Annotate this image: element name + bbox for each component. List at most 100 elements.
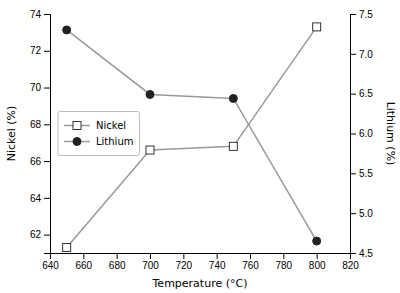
tick: 68 bbox=[30, 119, 50, 130]
tick-mark bbox=[44, 51, 50, 52]
tick-label: 660 bbox=[75, 260, 92, 271]
tick-label: 680 bbox=[109, 260, 126, 271]
line bbox=[67, 27, 317, 248]
marker bbox=[229, 94, 237, 102]
marker bbox=[146, 90, 154, 98]
tick-mark bbox=[217, 253, 218, 259]
tick: 640 bbox=[42, 253, 59, 271]
tick-label: 72 bbox=[30, 45, 42, 56]
tick: 740 bbox=[209, 253, 226, 271]
tick-mark bbox=[350, 213, 356, 214]
tick: 660 bbox=[75, 253, 92, 271]
tick-mark bbox=[317, 253, 318, 259]
line bbox=[67, 30, 317, 241]
tick: 680 bbox=[109, 253, 126, 271]
marks bbox=[63, 23, 321, 252]
tick-mark bbox=[350, 94, 356, 95]
y2-axis-line bbox=[351, 15, 357, 254]
tick-label: 64 bbox=[30, 193, 42, 204]
tick-mark bbox=[117, 253, 118, 259]
marker bbox=[63, 243, 71, 251]
legend-marker bbox=[73, 122, 81, 130]
tick-mark bbox=[350, 173, 356, 174]
tick-mark bbox=[183, 253, 184, 259]
tick: 720 bbox=[175, 253, 192, 271]
tick: 700 bbox=[142, 253, 159, 271]
tick: 7.5 bbox=[350, 9, 373, 20]
tick: 62 bbox=[30, 229, 50, 240]
tick-label: 7.0 bbox=[359, 49, 373, 60]
marker bbox=[229, 142, 237, 150]
legend-label: Nickel bbox=[96, 120, 126, 131]
tick-label: 7.5 bbox=[359, 9, 373, 20]
tick: 70 bbox=[30, 82, 50, 93]
tick-label: 66 bbox=[30, 156, 42, 167]
tick-label: 820 bbox=[342, 260, 359, 271]
tick-mark bbox=[250, 253, 251, 259]
y-axis: 62 64 66 68 70 72 74 bbox=[30, 9, 51, 254]
tick-label: 5.5 bbox=[359, 168, 373, 179]
y2-axis-title: Lithium (%) bbox=[384, 102, 397, 166]
tick-label: 800 bbox=[309, 260, 326, 271]
tick-mark bbox=[44, 161, 50, 162]
tick-mark bbox=[350, 14, 356, 15]
tick: 760 bbox=[242, 253, 259, 271]
tick-mark bbox=[283, 253, 284, 259]
tick-mark bbox=[150, 253, 151, 259]
chart: 640 660 680 700 720 740 760 780 800 820 62 64 66 68 70… bbox=[0, 0, 400, 293]
legend-frame bbox=[58, 112, 139, 156]
tick: 66 bbox=[30, 156, 50, 167]
tick-mark bbox=[44, 198, 50, 199]
tick: 72 bbox=[30, 45, 50, 56]
tick-label: 720 bbox=[175, 260, 192, 271]
tick-mark bbox=[44, 14, 50, 15]
tick: 64 bbox=[30, 193, 50, 204]
tick-label: 760 bbox=[242, 260, 259, 271]
tick: 5.0 bbox=[350, 208, 373, 219]
tick-mark bbox=[44, 124, 50, 125]
tick-label: 70 bbox=[30, 82, 42, 93]
tick: 6.0 bbox=[350, 128, 373, 139]
legend-label: Lithium bbox=[96, 136, 133, 147]
tick: 820 bbox=[342, 253, 359, 271]
y-axis-line bbox=[44, 15, 51, 254]
tick-mark bbox=[83, 253, 84, 259]
tick-mark bbox=[350, 253, 356, 254]
y-axis-title: Nickel (%) bbox=[5, 106, 18, 162]
marker bbox=[313, 23, 321, 31]
tick-label: 780 bbox=[275, 260, 292, 271]
tick: 800 bbox=[309, 253, 326, 271]
plot: 640 660 680 700 720 740 760 780 800 820 62 64 66 68 70… bbox=[30, 9, 373, 271]
marker bbox=[63, 26, 71, 34]
tick: 4.5 bbox=[350, 248, 373, 259]
tick: 7.0 bbox=[350, 49, 373, 60]
x-axis: 640 660 680 700 720 740 760 780 800 820 bbox=[42, 253, 359, 271]
legend-item: Nickel bbox=[64, 120, 126, 131]
legend-item: Lithium bbox=[64, 136, 133, 147]
tick-label: 62 bbox=[30, 229, 42, 240]
tick-label: 4.5 bbox=[359, 248, 373, 259]
tick-mark bbox=[350, 54, 356, 55]
tick-label: 74 bbox=[30, 9, 42, 20]
tick: 5.5 bbox=[350, 168, 373, 179]
tick-mark bbox=[44, 88, 50, 89]
legend-marker bbox=[73, 138, 81, 146]
x-axis-title: Temperature (°C) bbox=[152, 277, 248, 290]
marker bbox=[146, 146, 154, 154]
x-axis-line bbox=[51, 254, 351, 260]
tick-label: 6.5 bbox=[359, 88, 373, 99]
tick: 6.5 bbox=[350, 88, 373, 99]
tick-mark bbox=[44, 235, 50, 236]
tick-label: 700 bbox=[142, 260, 159, 271]
tick: 780 bbox=[275, 253, 292, 271]
y2-axis: 4.5 5.0 5.5 6.0 6.5 7.0 7.5 bbox=[350, 9, 373, 259]
legend: Nickel Lithium bbox=[58, 112, 139, 156]
tick-label: 68 bbox=[30, 119, 42, 130]
tick-label: 740 bbox=[209, 260, 226, 271]
tick-label: 6.0 bbox=[359, 128, 373, 139]
tick: 74 bbox=[30, 9, 50, 20]
marker bbox=[313, 237, 321, 245]
tick-mark bbox=[350, 134, 356, 135]
tick-label: 640 bbox=[42, 260, 59, 271]
tick-label: 5.0 bbox=[359, 208, 373, 219]
